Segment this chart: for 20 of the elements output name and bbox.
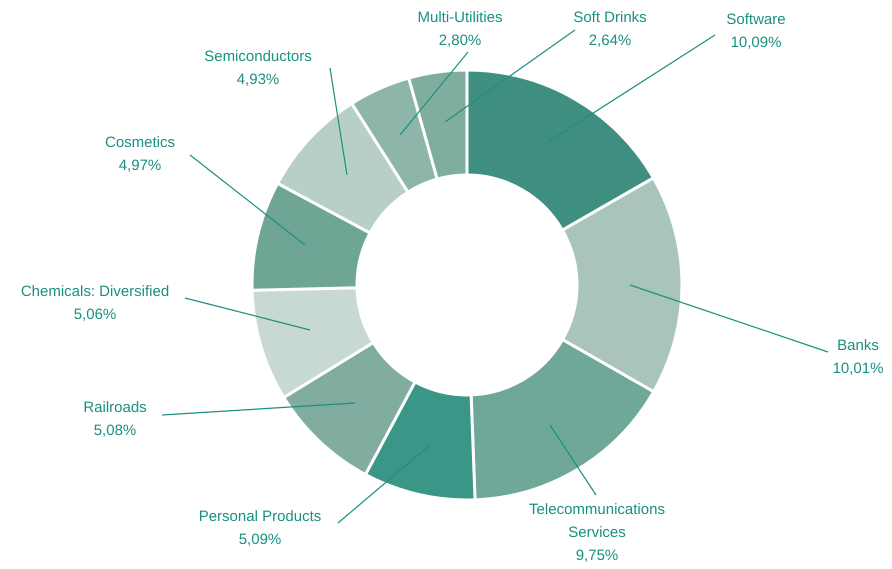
slice-label: Soft Drinks xyxy=(573,9,647,26)
slice-label: Banks xyxy=(837,337,879,354)
data-label: 10,01% xyxy=(832,360,884,377)
slice-label: Telecommunications Services xyxy=(529,501,665,541)
data-label: 5,06% xyxy=(74,306,116,323)
data-label: 2,80% xyxy=(438,32,482,49)
slice-label: Semiconductors xyxy=(204,48,312,65)
slice-label: Multi-Utilities xyxy=(417,9,503,26)
data-label: 5,09% xyxy=(238,531,282,548)
slice-label: Chemicals: Diversified xyxy=(20,283,170,300)
data-label: 9,75% xyxy=(576,547,618,564)
slice-label: Cosmetics xyxy=(104,134,176,151)
slice-label: Software xyxy=(726,11,786,28)
data-label: 10,09% xyxy=(730,34,782,51)
slice-label: Personal Products xyxy=(198,508,322,525)
data-label: 2,64% xyxy=(588,32,632,49)
data-label: 4,93% xyxy=(236,71,280,88)
data-label: 4,97% xyxy=(118,157,162,174)
data-label: 5,08% xyxy=(94,422,136,439)
slice-label: Railroads xyxy=(83,399,147,416)
